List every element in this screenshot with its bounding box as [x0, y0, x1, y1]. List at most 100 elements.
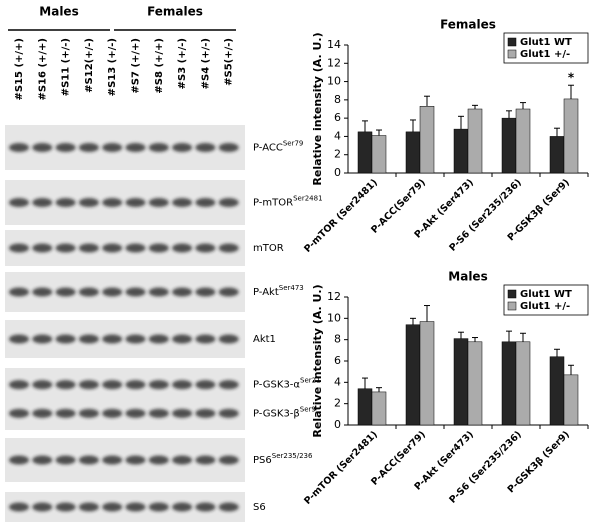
band [32, 287, 53, 297]
band [32, 243, 53, 253]
band [218, 198, 239, 207]
band [102, 287, 123, 297]
band [148, 380, 169, 390]
band [172, 287, 193, 297]
legend-swatch [507, 49, 517, 59]
band-label: P-AktSer473 [253, 284, 304, 298]
band [32, 408, 53, 418]
y-tick-label: 0 [334, 418, 341, 431]
bar [453, 128, 469, 174]
band [125, 334, 146, 344]
band-sup: Ser2481 [293, 195, 322, 203]
band [78, 502, 99, 512]
error-bar [424, 95, 430, 107]
band [172, 502, 193, 512]
band [78, 198, 99, 207]
band [102, 408, 123, 418]
band [102, 198, 123, 207]
band [172, 334, 193, 344]
band [9, 502, 29, 512]
error-bar [554, 127, 560, 137]
bar [405, 324, 421, 426]
band [78, 243, 99, 253]
band [55, 334, 76, 344]
y-tick-label: 14 [327, 38, 341, 51]
band [32, 143, 53, 152]
band [218, 334, 239, 344]
band [55, 287, 76, 297]
band [9, 408, 29, 418]
band [148, 243, 169, 253]
lane-label: #S8 (+/+) [154, 38, 165, 94]
band [218, 143, 239, 152]
group-label: Males [39, 5, 78, 19]
band [148, 455, 169, 465]
bar [357, 131, 373, 174]
band [218, 380, 239, 390]
x-tick-label: P-mTOR (Ser2481) [302, 429, 380, 507]
band [148, 408, 169, 418]
legend-box [503, 32, 589, 64]
legend-label: Glut1 WT [520, 289, 572, 300]
y-tick-label: 4 [334, 375, 341, 388]
error-bar [376, 387, 382, 392]
bar [515, 108, 531, 174]
band [102, 502, 123, 512]
band-name: P-Akt [253, 287, 279, 298]
y-tick-label: 2 [334, 148, 341, 161]
annotation: * [568, 71, 575, 85]
band [218, 502, 239, 512]
bar [357, 388, 373, 426]
band [195, 198, 216, 207]
band [102, 455, 123, 465]
band [55, 380, 76, 390]
band [78, 408, 99, 418]
band [218, 243, 239, 253]
chart-title: Females [440, 18, 496, 32]
y-axis-label: Relative intensity (A. U.) [311, 284, 324, 437]
bar [371, 135, 387, 174]
lane-label: #S3 (+/-) [177, 38, 188, 89]
band [78, 143, 99, 152]
band [78, 380, 99, 390]
band [32, 380, 53, 390]
bar [467, 108, 483, 174]
band [78, 287, 99, 297]
bar [515, 341, 531, 426]
bar [549, 356, 565, 426]
band [102, 143, 123, 152]
lane-label: #S13 (+/-) [107, 38, 118, 96]
error-bar [424, 305, 430, 322]
band [55, 143, 76, 152]
lane-label: #S15 (+/+) [14, 38, 25, 101]
error-bar [506, 110, 512, 119]
lane-label: #S7 (+/+) [131, 38, 142, 94]
error-bar [506, 330, 512, 342]
band-sup: Ser235/236 [272, 452, 313, 460]
error-bar [362, 377, 368, 389]
y-axis-label: Relative intensity (A. U.) [311, 32, 324, 185]
band [78, 334, 99, 344]
band [102, 243, 123, 253]
band [55, 455, 76, 465]
band [218, 287, 239, 297]
band-label: P-ACCSer79 [253, 140, 303, 154]
band [172, 380, 193, 390]
band-name: P-GSK3-α [253, 380, 300, 391]
band [55, 243, 76, 253]
error-bar [472, 337, 478, 342]
band-name: S6 [253, 502, 266, 513]
band-name: mTOR [253, 243, 284, 254]
bar [467, 341, 483, 426]
band-name: PS6 [253, 455, 272, 466]
band [9, 198, 29, 207]
band [195, 502, 216, 512]
error-bar [520, 332, 526, 342]
band [125, 198, 146, 207]
band [32, 334, 53, 344]
band-label: PS6Ser235/236 [253, 452, 313, 466]
band-sup: Ser9 [300, 405, 316, 413]
band [125, 287, 146, 297]
error-bar [568, 84, 574, 99]
y-tick-label: 2 [334, 397, 341, 410]
